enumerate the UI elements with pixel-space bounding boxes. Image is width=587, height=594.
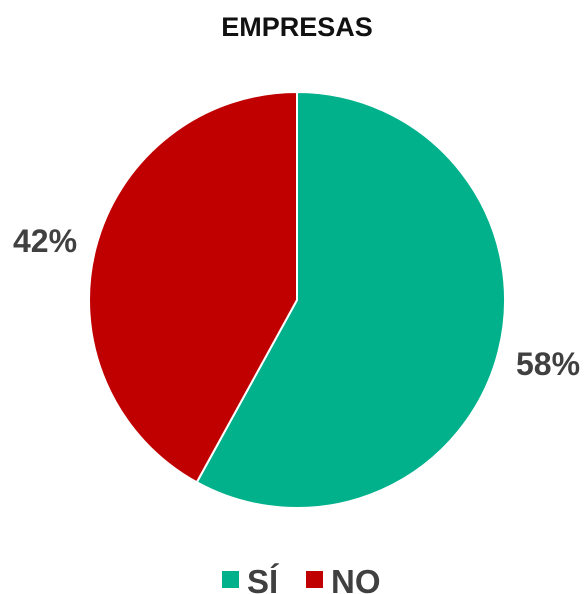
legend-label-si: SÍ [247, 563, 279, 594]
legend-swatch-no [306, 571, 323, 588]
legend-label-no: NO [331, 563, 381, 594]
data-label-no: 42% [13, 223, 77, 259]
pie-slice-no [88, 91, 298, 484]
chart-title: EMPRESAS [221, 12, 373, 42]
data-labels: 58% 42% [13, 223, 580, 382]
pie-slice-si [195, 91, 506, 509]
data-label-si: 58% [516, 346, 580, 382]
legend: SÍ NO [222, 563, 381, 594]
pie-slices [88, 91, 506, 509]
legend-swatch-si [222, 571, 239, 588]
